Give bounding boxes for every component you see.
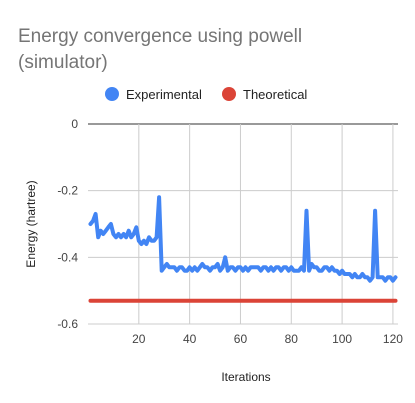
x-tick-label: 20 (132, 332, 146, 346)
x-tick-label: 100 (332, 332, 352, 346)
legend-label-theoretical: Theoretical (243, 87, 307, 102)
x-tick-label: 120 (383, 332, 403, 346)
y-axis-title: Energy (hartree) (24, 180, 38, 267)
x-tick-label: 40 (183, 332, 197, 346)
chart-title: Energy convergence using powell (18, 26, 302, 47)
series-line-experimental (88, 195, 398, 283)
legend-label-experimental: Experimental (126, 87, 202, 102)
legend-item-theoretical[interactable]: Theoretical (222, 87, 307, 102)
y-tick-label: 0 (71, 117, 78, 131)
legend: Experimental Theoretical (105, 87, 307, 102)
legend-marker-experimental (105, 87, 119, 101)
chart-title-line2: (simulator) (18, 52, 108, 73)
legend-item-experimental[interactable]: Experimental (105, 87, 202, 102)
y-tick-label: -0.2 (57, 184, 78, 198)
x-axis-ticks: 20 40 60 80 100 120 (132, 332, 403, 346)
plot-area (88, 195, 398, 303)
y-axis-ticks: 0 -0.2 -0.4 -0.6 (57, 117, 78, 331)
x-tick-label: 60 (234, 332, 248, 346)
x-axis-title: Iterations (221, 370, 270, 384)
x-tick-label: 80 (285, 332, 299, 346)
gridlines (88, 123, 398, 325)
legend-marker-theoretical (222, 87, 236, 101)
y-tick-label: -0.6 (57, 317, 78, 331)
y-tick-label: -0.4 (57, 250, 78, 264)
